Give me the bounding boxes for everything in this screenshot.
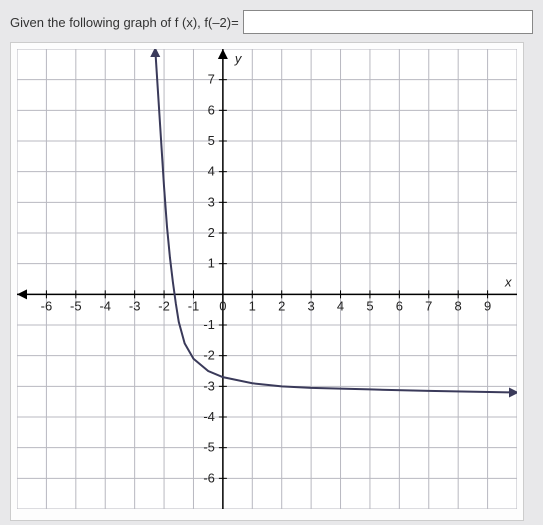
svg-text:-3: -3	[203, 378, 215, 393]
question-row: Given the following graph of f (x), f(–2…	[10, 10, 533, 34]
question-prompt: Given the following graph of f (x), f(–2…	[10, 15, 239, 30]
svg-text:-4: -4	[99, 298, 111, 313]
svg-text:7: 7	[425, 298, 432, 313]
svg-text:-5: -5	[203, 440, 215, 455]
svg-text:x: x	[504, 274, 512, 289]
svg-text:9: 9	[484, 298, 491, 313]
svg-text:8: 8	[455, 298, 462, 313]
svg-text:6: 6	[396, 298, 403, 313]
svg-text:-6: -6	[41, 298, 53, 313]
svg-text:-1: -1	[188, 298, 200, 313]
svg-text:2: 2	[278, 298, 285, 313]
svg-text:2: 2	[208, 225, 215, 240]
svg-text:-2: -2	[203, 348, 215, 363]
svg-text:-1: -1	[203, 317, 215, 332]
svg-text:3: 3	[308, 298, 315, 313]
svg-text:-6: -6	[203, 470, 215, 485]
svg-text:3: 3	[208, 194, 215, 209]
svg-text:-5: -5	[70, 298, 82, 313]
svg-text:4: 4	[208, 164, 215, 179]
svg-text:5: 5	[366, 298, 373, 313]
svg-text:1: 1	[249, 298, 256, 313]
svg-text:-2: -2	[158, 298, 170, 313]
svg-text:7: 7	[208, 72, 215, 87]
graph-container: -6 -5 -4 -3 -2 -1 0 1 2 3 4 5 6 7 8 9 -6 -5 -4 -3 -2 -1 1 2 3 4 5 6…	[10, 42, 524, 521]
svg-text:1: 1	[208, 256, 215, 271]
svg-text:-3: -3	[129, 298, 141, 313]
svg-text:0: 0	[219, 298, 226, 313]
svg-text:5: 5	[208, 133, 215, 148]
svg-text:4: 4	[337, 298, 344, 313]
svg-text:6: 6	[208, 102, 215, 117]
answer-input[interactable]	[243, 10, 533, 34]
function-graph: -6 -5 -4 -3 -2 -1 0 1 2 3 4 5 6 7 8 9 -6 -5 -4 -3 -2 -1 1 2 3 4 5 6…	[17, 49, 517, 509]
svg-text:-4: -4	[203, 409, 215, 424]
